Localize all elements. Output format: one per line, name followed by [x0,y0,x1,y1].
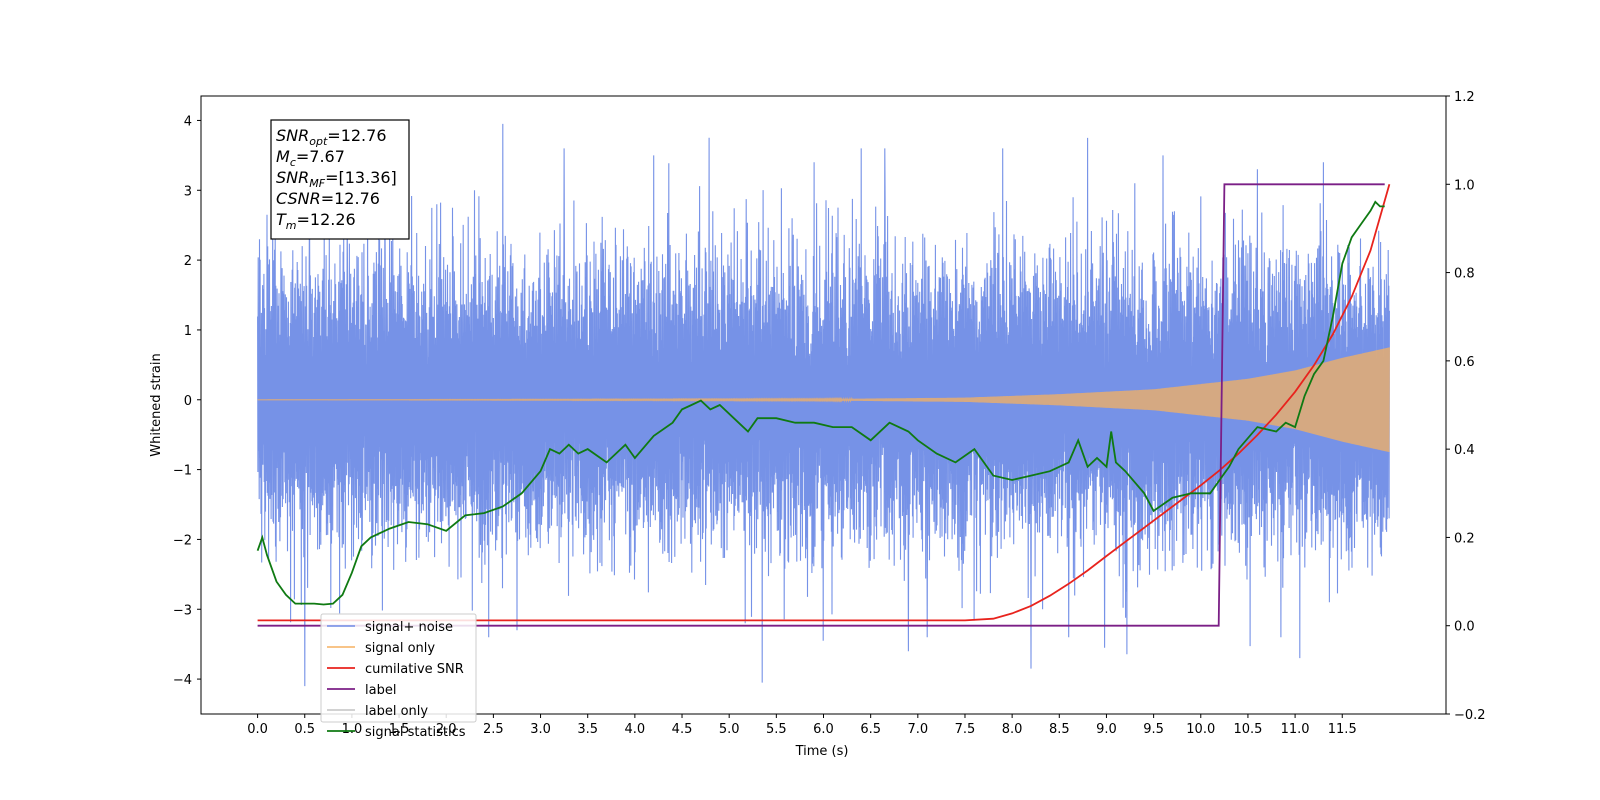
x-tick-label: 4.5 [672,722,693,737]
x-tick-label: 7.0 [907,722,928,737]
series-layer [256,123,1391,687]
y-left-tick-label: −1 [173,464,192,479]
y-axis-left: 4 3 2 1 0 −1 −2 −3 −4 [173,114,201,688]
x-tick-label: 0.5 [294,722,315,737]
series-signal-noise [257,123,1390,687]
x-tick-label: 8.0 [1002,722,1023,737]
x-axis: 0.0 0.5 1.0 1.5 2.0 2.5 3.0 3.5 4.0 4.5 5.0 5.5 6.0 6… [247,714,1357,737]
annotation-line: Tm=12.26 [276,210,356,232]
series-signal-only [257,347,1390,453]
x-tick-label: 2.5 [483,722,504,737]
x-tick-label: 11.5 [1328,722,1357,737]
x-tick-label: 7.5 [955,722,976,737]
x-tick-label: 4.0 [625,722,646,737]
annotation-line: SNRopt=12.76 [276,126,387,148]
y-left-tick-label: 4 [184,114,192,129]
x-tick-label: 3.5 [577,722,598,737]
x-tick-label: 6.5 [860,722,881,737]
y-left-tick-label: −3 [173,603,192,618]
annotation-box: SNRopt=12.76Mc=7.67SNRMF=[13.36]CSNR=12.… [270,119,410,240]
x-tick-label: 9.5 [1143,722,1164,737]
y-left-tick-label: 1 [184,324,192,339]
y-right-tick-label: 0.6 [1454,355,1475,370]
x-axis-label: Time (s) [795,744,849,759]
x-tick-label: 5.5 [766,722,787,737]
y-right-tick-label: 0.4 [1454,443,1475,458]
x-tick-label: 5.0 [719,722,740,737]
legend-entry: label only [365,704,428,719]
y-left-tick-label: 3 [184,184,192,199]
annotation-line: CSNR=12.76 [276,189,380,208]
x-tick-label: 2.0 [436,722,457,737]
y-right-tick-label: 0.8 [1454,267,1475,282]
y-right-tick-label: 0.0 [1454,620,1475,635]
annotation-frame [270,119,410,240]
y-axis-right: 1.2 1.0 0.8 0.6 0.4 0.2 0.0 −0.2 [1446,90,1486,723]
legend-entry: signal only [365,641,435,656]
y-right-tick-label: −0.2 [1454,708,1486,723]
x-tick-label: 8.5 [1049,722,1070,737]
legend: signal+ noise signal only cumilative SNR la… [320,613,477,740]
annotation-line: Mc=7.67 [276,147,345,169]
x-tick-label: 9.0 [1096,722,1117,737]
annotation-line: SNRMF=[13.36] [276,168,397,190]
x-tick-label: 10.0 [1186,722,1215,737]
y-left-tick-label: −4 [173,673,192,688]
legend-entry: cumilative SNR [365,662,464,677]
legend-entry: label [365,683,396,698]
series-signal-statistics [256,200,1385,606]
x-tick-label: 1.5 [389,722,410,737]
y-left-tick-label: 2 [184,254,192,269]
x-tick-label: 10.5 [1233,722,1262,737]
y-left-tick-label: −2 [173,533,192,548]
y-axis-label: Whitened strain [149,353,164,456]
series-label [257,183,1385,627]
legend-entry: signal+ noise [365,620,453,635]
x-tick-label: 3.0 [530,722,551,737]
y-right-tick-label: 0.2 [1454,531,1475,546]
x-tick-label: 0.0 [247,722,268,737]
y-right-tick-label: 1.0 [1454,178,1475,193]
y-right-tick-label: 1.2 [1454,90,1475,105]
x-tick-label: 11.0 [1281,722,1310,737]
y-left-tick-label: 0 [184,394,192,409]
legend-frame [320,613,477,723]
legend-entry: signal statistics [365,725,466,740]
series-cumilative-snr [257,184,1391,622]
x-tick-label: 6.0 [813,722,834,737]
x-tick-label: 1.0 [342,722,363,737]
